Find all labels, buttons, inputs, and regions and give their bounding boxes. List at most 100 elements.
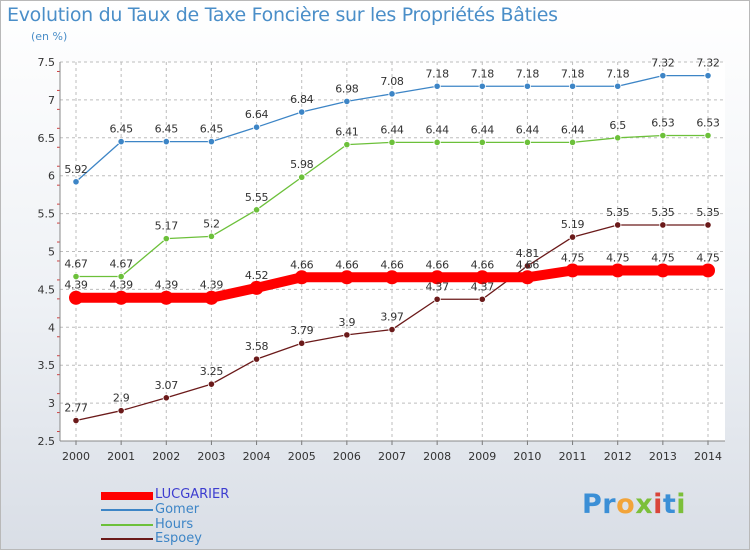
data-label: 6.44	[516, 123, 540, 136]
data-point	[523, 82, 532, 90]
data-label: 7.18	[471, 67, 495, 80]
data-label: 4.66	[290, 258, 314, 271]
data-label: 6.44	[471, 123, 495, 136]
y-tick-label: 7	[48, 94, 55, 107]
data-point	[72, 178, 80, 186]
data-point	[162, 137, 170, 146]
y-tick-label: 3.5	[38, 359, 56, 372]
x-tick-label: 2003	[197, 450, 225, 463]
data-label: 4.39	[200, 279, 224, 292]
data-label: 4.39	[109, 279, 133, 292]
data-label: 3.9	[339, 316, 356, 329]
data-label: 7.18	[606, 67, 630, 80]
data-point	[294, 270, 309, 285]
y-tick-label: 6.5	[38, 132, 56, 145]
x-tick-label: 2013	[649, 450, 677, 463]
y-tick-label: 5.5	[38, 208, 56, 221]
data-point	[385, 270, 399, 285]
x-tick-label: 2012	[604, 450, 632, 463]
data-point	[339, 270, 354, 285]
data-label: 6.45	[109, 123, 133, 136]
legend-label-lucgarier: LUCGARIER	[155, 487, 230, 502]
data-label: 2.77	[64, 402, 88, 415]
data-label: 4.37	[425, 280, 449, 293]
data-point	[298, 173, 306, 181]
data-point	[343, 141, 351, 149]
data-point	[614, 134, 622, 142]
data-point	[433, 138, 441, 146]
logo-letter: x	[635, 489, 654, 520]
y-tick-label: 4	[48, 321, 55, 334]
data-label: 7.08	[380, 75, 404, 88]
data-point	[478, 82, 486, 90]
x-tick-label: 2011	[559, 450, 587, 463]
data-label: 4.66	[380, 258, 404, 271]
data-label: 5.98	[290, 158, 314, 171]
data-label: 6.45	[200, 123, 224, 136]
data-label: 7.32	[651, 57, 674, 70]
data-point	[568, 82, 577, 90]
data-point	[568, 233, 577, 241]
data-point	[207, 232, 216, 240]
data-label: 4.39	[155, 279, 179, 292]
data-point	[117, 137, 125, 146]
data-label: 6.41	[335, 126, 358, 139]
data-label: 7.32	[696, 57, 719, 70]
data-label: 4.52	[245, 269, 268, 282]
data-point	[701, 263, 715, 278]
x-tick-label: 2009	[468, 450, 496, 463]
y-tick-label: 2.5	[38, 435, 56, 448]
data-label: 5.35	[606, 206, 630, 219]
data-point	[659, 72, 667, 80]
data-point	[388, 138, 396, 146]
data-label: 4.75	[651, 251, 675, 264]
data-point	[388, 90, 396, 98]
data-label: 4.75	[696, 251, 720, 264]
data-label: 5.17	[155, 220, 179, 233]
data-point	[568, 138, 577, 146]
logo-letter: i	[653, 489, 663, 520]
data-label: 5.55	[245, 191, 269, 204]
legend-swatch-lucgarier	[101, 492, 153, 500]
data-point	[252, 123, 261, 131]
data-label: 4.75	[561, 251, 585, 264]
data-label: 6.44	[561, 123, 585, 136]
legend-label-espoey: Espoey	[155, 531, 202, 546]
data-point	[343, 331, 351, 339]
data-point	[704, 72, 712, 80]
x-tick-label: 2014	[694, 450, 722, 463]
data-point	[298, 108, 306, 116]
data-point	[659, 131, 667, 140]
data-label: 6.84	[290, 93, 314, 106]
data-label: 6.53	[696, 117, 720, 130]
data-point	[117, 272, 125, 281]
y-tick-label: 7.5	[38, 56, 56, 69]
x-tick-label: 2004	[243, 450, 271, 463]
data-label: 6.64	[245, 108, 269, 121]
data-label: 4.66	[425, 258, 449, 271]
data-point	[659, 221, 667, 229]
legend-swatch-gomer	[101, 509, 153, 511]
data-label: 4.39	[64, 279, 88, 292]
data-label: 6.98	[335, 82, 359, 95]
x-tick-label: 2008	[423, 450, 451, 463]
data-label: 6.44	[425, 123, 449, 136]
data-point	[614, 221, 622, 229]
data-label: 4.66	[516, 258, 540, 271]
data-label: 3.07	[155, 379, 179, 392]
legend-label-gomer: Gomer	[155, 502, 200, 517]
data-label: 5.2	[203, 217, 220, 230]
data-point	[655, 263, 670, 278]
data-label: 4.67	[64, 258, 88, 271]
data-label: 5.92	[64, 163, 87, 176]
data-point	[114, 290, 129, 305]
data-point	[478, 295, 486, 303]
data-label: 4.66	[471, 258, 495, 271]
data-point	[159, 290, 174, 305]
data-label: 3.97	[380, 311, 404, 324]
data-point	[162, 235, 170, 243]
x-tick-label: 2001	[107, 450, 135, 463]
data-label: 7.18	[516, 67, 540, 80]
